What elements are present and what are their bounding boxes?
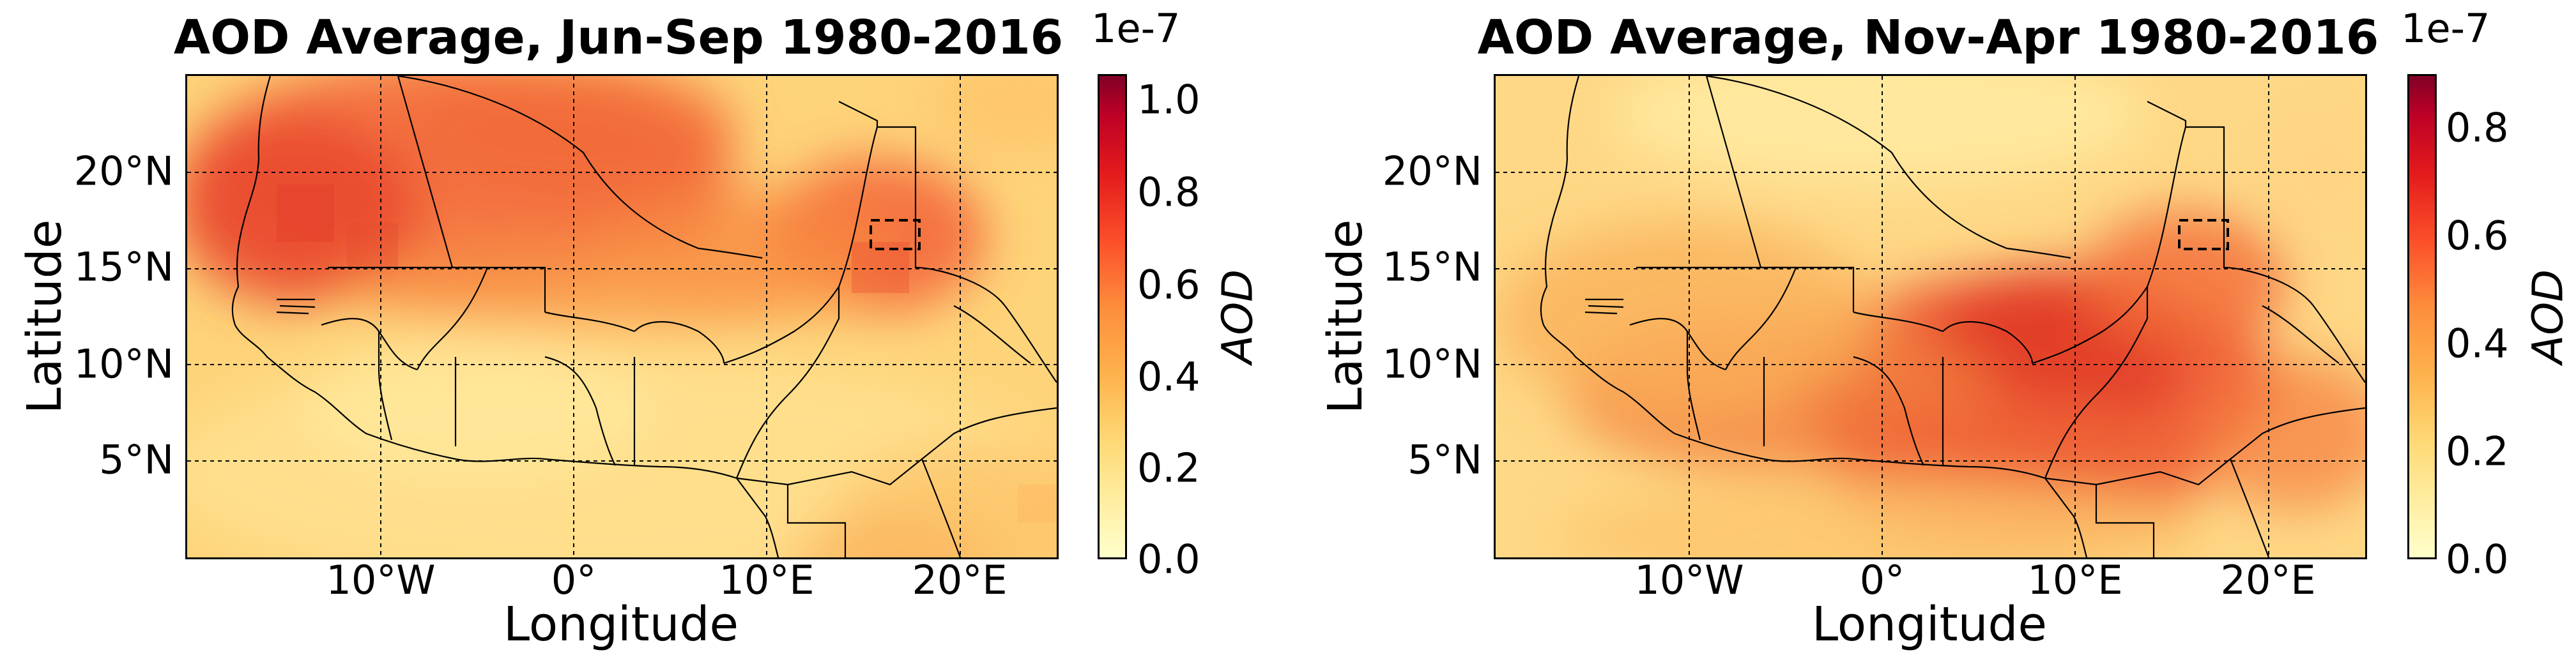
ytick-label: 5°N [1407, 436, 1482, 483]
y-axis-label: Latitude [1318, 219, 1373, 414]
xtick-label: 0° [551, 557, 597, 603]
aod-map [185, 74, 1059, 559]
xtick-label: 10°W [326, 557, 436, 603]
study-area-box [870, 219, 921, 250]
x-axis-label: Longitude [503, 597, 739, 652]
xtick-label: 20°E [2220, 557, 2316, 603]
colorbar-tick: 1.0 [1137, 76, 1200, 123]
xtick-label: 10°E [719, 557, 815, 603]
gridlines [187, 76, 1057, 557]
ytick-label: 20°N [73, 147, 174, 195]
colorbar-tick: 0.8 [2446, 104, 2509, 151]
colorbar-tick: 0.2 [1137, 444, 1200, 492]
map-canvas [187, 76, 1057, 557]
ytick-label: 15°N [73, 243, 174, 290]
panel-title: AOD Average, Nov-Apr 1980-2016 [1477, 10, 2379, 65]
xtick-label: 10°W [1634, 557, 1744, 603]
aod-map [1494, 74, 2367, 559]
ytick-label: 10°N [73, 340, 174, 388]
ytick-label: 10°N [1382, 340, 1482, 388]
ytick-label: 20°N [1382, 147, 1482, 195]
colorbar-tick: 0.0 [2446, 536, 2509, 583]
coastlines-borders [1540, 76, 2365, 557]
ytick-label: 15°N [1382, 243, 1482, 290]
colorbar-tick: 0.2 [2446, 428, 2509, 475]
study-area-box [2178, 219, 2229, 250]
panel-nov-apr: AOD Average, Nov-Apr 1980-2016 [1288, 0, 2576, 664]
xtick-label: 0° [1859, 557, 1905, 603]
y-axis-label: Latitude [17, 219, 72, 414]
colorbar-label: AOD [1213, 269, 1262, 364]
colorbar-exponent: 1e-7 [1091, 5, 1181, 52]
xtick-label: 20°E [912, 557, 1008, 603]
colorbar-exponent: 1e-7 [2401, 5, 2490, 52]
colorbar-tick: 0.6 [1137, 261, 1200, 308]
colorbar [1098, 74, 1127, 559]
panel-title: AOD Average, Jun-Sep 1980-2016 [173, 10, 1064, 65]
aod-grid-cells [277, 185, 1056, 523]
aod-field [187, 76, 1057, 557]
xtick-label: 10°E [2027, 557, 2123, 603]
x-axis-label: Longitude [1811, 597, 2048, 652]
map-canvas [1496, 76, 2365, 557]
colorbar-tick: 0.8 [1137, 169, 1200, 216]
colorbar [2407, 74, 2437, 559]
panel-jun-sep: AOD Average, Jun-Sep 1980-2016 [17, 5, 1262, 652]
coastlines-borders [231, 76, 1057, 557]
gridlines [1496, 76, 2365, 557]
colorbar-tick: 0.0 [1137, 536, 1200, 583]
colorbar-tick: 0.4 [1137, 353, 1200, 400]
colorbar-label: AOD [2523, 269, 2573, 364]
ytick-label: 5°N [99, 436, 174, 483]
colorbar-tick: 0.4 [2446, 320, 2509, 367]
colorbar-tick: 0.6 [2446, 212, 2509, 259]
